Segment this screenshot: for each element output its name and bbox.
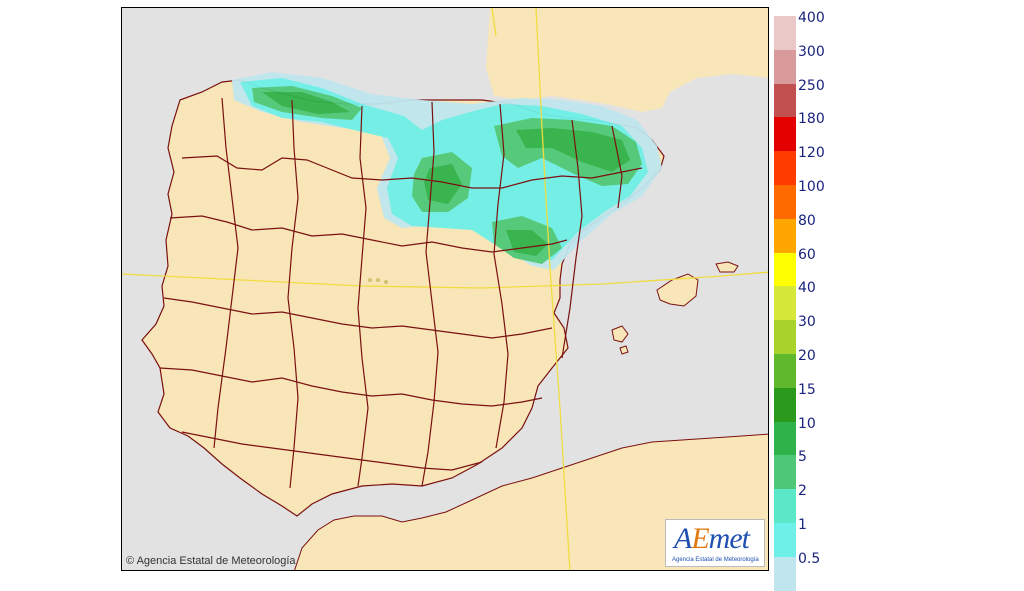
legend-label: 5 <box>798 449 807 466</box>
legend-swatch <box>774 49 796 84</box>
formentera <box>619 345 629 355</box>
legend-swatch <box>774 151 796 186</box>
legend-label: 80 <box>798 212 816 229</box>
precip-area <box>232 72 662 270</box>
precipitation-map: © Agencia Estatal de Meteorología AEmet … <box>121 7 769 571</box>
legend-swatch <box>774 320 796 355</box>
legend-label: 30 <box>798 314 816 331</box>
legend-swatch <box>774 523 796 557</box>
legend-label: 2 <box>798 483 807 500</box>
africa-land <box>294 433 768 570</box>
legend-swatch <box>774 252 796 287</box>
legend-label: 300 <box>798 43 825 60</box>
menorca <box>715 261 739 273</box>
legend-label: 400 <box>798 10 825 26</box>
province-borders <box>159 97 643 489</box>
legend-swatch <box>774 354 796 388</box>
legend-label: 250 <box>798 77 825 94</box>
legend-swatch <box>774 556 796 591</box>
legend-label: 100 <box>798 179 825 195</box>
legend-swatch <box>774 489 796 524</box>
legend-swatch <box>774 455 796 490</box>
legend-label: 10 <box>798 415 816 432</box>
graticule <box>122 8 768 570</box>
ibiza <box>611 325 629 343</box>
legend-swatch <box>774 16 796 50</box>
france-land <box>486 8 768 112</box>
legend-swatch <box>774 117 796 152</box>
legend-label: 20 <box>798 348 816 364</box>
mallorca <box>656 273 699 307</box>
legend-label: 120 <box>798 145 825 162</box>
aemet-logo-wordmark: AEmet <box>674 522 750 555</box>
map-svg <box>122 8 768 570</box>
legend-label: 15 <box>798 381 816 398</box>
legend-swatch <box>774 286 796 321</box>
madrid-marker <box>368 278 388 284</box>
copyright-notice: © Agencia Estatal de Meteorología <box>126 555 296 567</box>
legend-label: 1 <box>798 517 807 533</box>
legend-label: 0.5 <box>798 550 821 567</box>
aemet-logo: AEmet Agencia Estatal de Meteorología <box>665 519 765 567</box>
legend-swatch <box>774 421 796 456</box>
legend-label: 40 <box>798 280 816 297</box>
legend-swatch <box>774 387 796 422</box>
legend-swatch <box>774 218 796 253</box>
legend-swatch <box>774 83 796 118</box>
legend-label: 180 <box>798 111 825 128</box>
legend-swatch <box>774 185 796 219</box>
legend-label: 60 <box>798 246 816 263</box>
aemet-logo-subtitle: Agencia Estatal de Meteorología <box>672 557 759 563</box>
